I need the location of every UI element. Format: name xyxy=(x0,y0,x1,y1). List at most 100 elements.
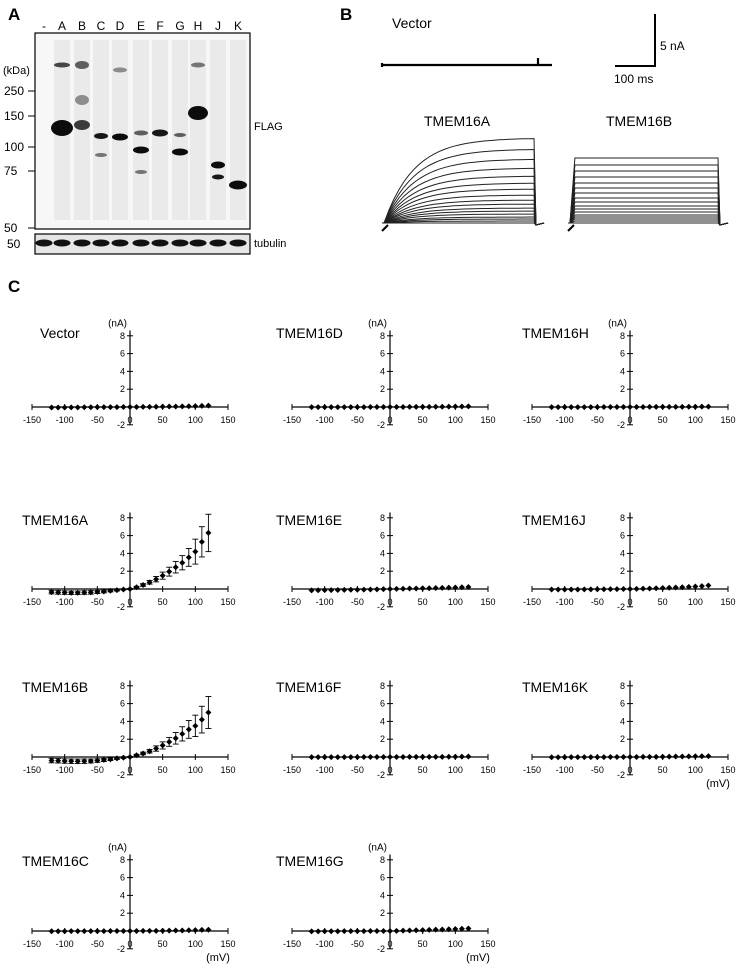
data-point xyxy=(100,756,107,763)
x-tick-label: 50 xyxy=(158,939,168,949)
y-tick-label: 6 xyxy=(120,531,125,541)
x-tick-label: 100 xyxy=(688,765,703,775)
data-point xyxy=(140,581,147,588)
iv-plot-title: TMEM16H xyxy=(522,325,589,341)
data-point xyxy=(166,568,173,575)
panel-c: C Vector-150 -100 -50 0 50 100 1508642-2(nA)TM… xyxy=(8,277,736,964)
data-point xyxy=(74,758,81,765)
data-point xyxy=(419,585,426,592)
iv-plot-title: Vector xyxy=(40,325,80,341)
data-point xyxy=(633,754,640,760)
lane-label: E xyxy=(137,19,145,33)
data-point xyxy=(679,584,686,591)
data-point xyxy=(574,586,581,593)
y-tick-label: -2 xyxy=(377,770,385,780)
y-tick-label: 4 xyxy=(620,548,625,558)
data-point xyxy=(574,404,581,411)
data-point xyxy=(153,403,160,410)
vector-trace-line xyxy=(380,58,552,67)
tubulin-band xyxy=(35,239,53,247)
x-tick-label: 150 xyxy=(480,415,495,425)
vector-trace xyxy=(380,58,552,67)
y-tick-label: 4 xyxy=(380,716,385,726)
data-point xyxy=(387,928,393,934)
data-point xyxy=(393,927,400,934)
current-trace xyxy=(568,176,729,226)
data-point xyxy=(94,757,101,764)
data-point xyxy=(153,927,160,934)
protein-band xyxy=(174,133,186,137)
data-point xyxy=(61,928,68,935)
x-tick-label: 150 xyxy=(220,597,235,607)
current-trace xyxy=(382,188,545,226)
iv-plot: TMEM16C -150 -100 -50 0 50 100 150 8 6 4 2 -2 (nA) (mV… xyxy=(22,842,236,964)
lane-label: G xyxy=(175,19,184,33)
data-point xyxy=(458,925,465,932)
x-tick-label: 150 xyxy=(720,415,735,425)
lane-label: F xyxy=(156,19,163,33)
data-point xyxy=(354,928,361,935)
data-point xyxy=(87,404,94,411)
data-point xyxy=(172,403,179,410)
tmem16b-trace-title: TMEM16B xyxy=(606,113,672,129)
data-point xyxy=(87,589,94,596)
data-point xyxy=(672,403,679,410)
data-point xyxy=(179,403,186,410)
data-point xyxy=(600,586,607,593)
y-tick-label: 2 xyxy=(120,908,125,918)
data-point xyxy=(61,758,68,765)
data-point xyxy=(192,548,199,555)
data-point xyxy=(198,716,205,723)
protein-band xyxy=(75,95,89,105)
data-point xyxy=(600,404,607,410)
data-point xyxy=(360,586,367,593)
data-point xyxy=(127,404,133,410)
marker-label: 50 xyxy=(4,221,18,235)
x-unit-label: (mV) xyxy=(206,952,230,964)
data-point xyxy=(705,582,712,589)
data-point xyxy=(140,750,147,757)
tubulin-band xyxy=(229,239,247,247)
x-tick-label: 50 xyxy=(158,765,168,775)
data-point xyxy=(146,927,153,934)
x-tick-label: 50 xyxy=(658,765,668,775)
data-point xyxy=(419,753,426,760)
y-tick-label: 4 xyxy=(380,548,385,558)
data-point xyxy=(452,584,459,591)
data-point xyxy=(465,403,472,410)
x-tick-label: -100 xyxy=(56,597,74,607)
data-point xyxy=(705,403,712,410)
data-point xyxy=(659,585,666,592)
data-point xyxy=(581,754,588,761)
data-point xyxy=(620,586,627,592)
x-tick-label: 100 xyxy=(448,939,463,949)
x-tick-label: -100 xyxy=(56,765,74,775)
data-point xyxy=(653,403,660,410)
current-trace xyxy=(568,192,729,226)
tubulin-band xyxy=(171,239,189,247)
data-point xyxy=(413,927,420,934)
scale-time-label: 100 ms xyxy=(614,72,653,86)
y-tick-label: 8 xyxy=(380,331,385,341)
data-point xyxy=(672,584,679,591)
y-tick-label: 8 xyxy=(380,855,385,865)
iv-plot-title: TMEM16G xyxy=(276,853,344,869)
current-trace xyxy=(568,170,729,226)
data-point xyxy=(587,586,594,593)
x-tick-label: 100 xyxy=(188,597,203,607)
current-trace xyxy=(568,211,729,226)
data-point xyxy=(627,404,633,410)
data-point xyxy=(413,403,420,410)
data-point xyxy=(594,754,601,761)
protein-band xyxy=(113,67,127,73)
data-point xyxy=(328,404,335,411)
data-point xyxy=(81,758,88,765)
data-point xyxy=(452,753,459,760)
data-point xyxy=(146,748,153,755)
x-tick-label: -50 xyxy=(591,597,604,607)
data-point xyxy=(166,403,173,410)
x-tick-label: 0 xyxy=(387,765,392,775)
current-trace xyxy=(382,222,545,226)
x-tick-label: 150 xyxy=(220,415,235,425)
